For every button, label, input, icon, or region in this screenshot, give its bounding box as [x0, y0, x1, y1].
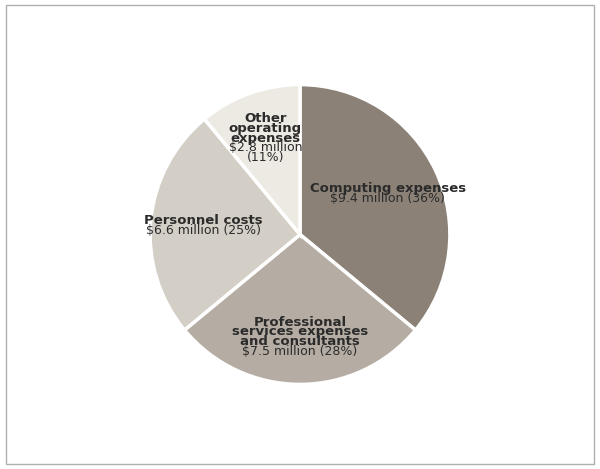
Text: (11%): (11%): [247, 151, 284, 164]
Text: Other: Other: [244, 113, 287, 125]
Text: Professional: Professional: [253, 316, 347, 329]
Text: $7.5 million (28%): $7.5 million (28%): [242, 345, 358, 358]
Wedge shape: [150, 119, 300, 330]
Wedge shape: [300, 84, 450, 330]
Text: Personnel costs: Personnel costs: [144, 214, 263, 227]
Text: services expenses: services expenses: [232, 325, 368, 339]
Text: expenses: expenses: [230, 132, 301, 145]
Text: operating: operating: [229, 122, 302, 135]
Text: $6.6 million (25%): $6.6 million (25%): [146, 224, 261, 237]
Text: $9.4 million (36%): $9.4 million (36%): [331, 191, 445, 204]
Text: and consultants: and consultants: [240, 335, 360, 348]
Wedge shape: [185, 234, 415, 385]
Wedge shape: [205, 84, 300, 234]
Text: Computing expenses: Computing expenses: [310, 182, 466, 195]
Text: $2.8 million: $2.8 million: [229, 142, 302, 154]
